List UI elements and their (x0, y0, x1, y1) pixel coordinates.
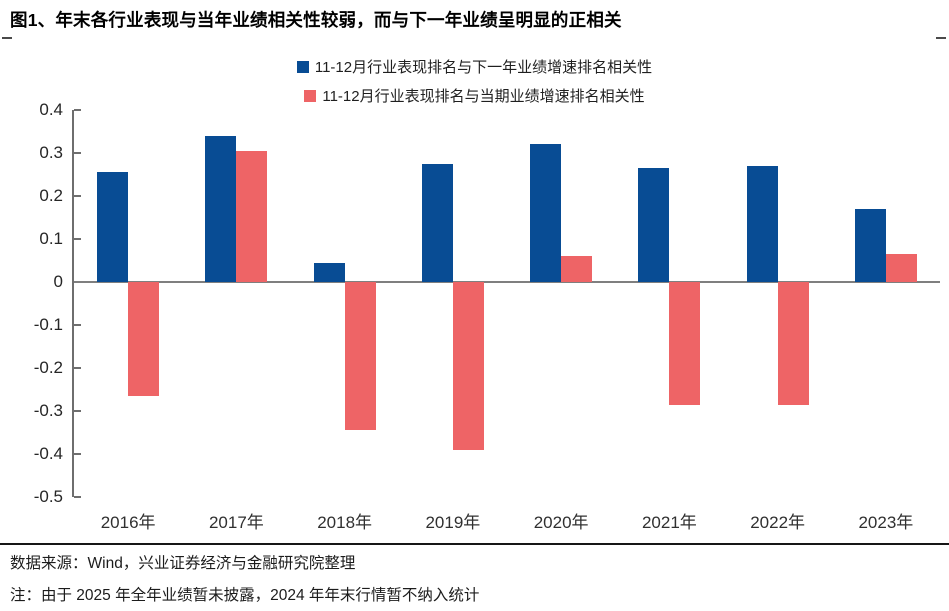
y-axis-tick (74, 367, 81, 369)
border-dash-left (2, 37, 12, 39)
y-axis-line (72, 110, 74, 497)
x-axis-label: 2022年 (750, 513, 806, 532)
x-axis-label: 2021年 (641, 513, 697, 532)
bar-next-year-2022 (746, 165, 778, 282)
bar-next-year-2018 (313, 262, 345, 282)
bar-current-year-2019 (452, 282, 484, 450)
legend-label-next-year: 11-12月行业表现排名与下一年业绩增速排名相关性 (314, 59, 653, 76)
y-axis-tick (74, 410, 81, 412)
bar-current-year-2018 (344, 282, 376, 431)
y-axis-tick (74, 152, 81, 154)
bar-next-year-2021 (638, 168, 670, 282)
y-axis-tick-label: -0.2 (33, 358, 63, 377)
legend-label-current-year: 11-12月行业表现排名与当期业绩增速排名相关性 (322, 88, 645, 105)
y-axis-tick-label: 0.4 (39, 100, 63, 119)
x-axis-label: 2023年 (858, 513, 914, 532)
border-dash-right (936, 37, 946, 39)
y-axis-tick-label: 0.1 (39, 229, 63, 248)
y-axis-tick (74, 109, 81, 111)
x-axis-label: 2020年 (533, 513, 589, 532)
x-axis-label: 2019年 (425, 513, 481, 532)
y-axis-tick (74, 496, 81, 498)
bar-current-year-2016 (128, 282, 160, 396)
y-axis-tick-label: -0.4 (33, 444, 63, 463)
footnote: 注：由于 2025 年全年业绩暂未披露，2024 年年末行情暂不纳入统计 (10, 587, 480, 604)
y-axis-tick (74, 195, 81, 197)
y-axis-tick-label: -0.3 (33, 401, 63, 420)
y-axis-tick (74, 324, 81, 326)
x-axis-label: 2018年 (317, 513, 373, 532)
bar-next-year-2020 (530, 144, 562, 282)
bar-next-year-2019 (421, 163, 453, 282)
bar-next-year-2016 (97, 172, 129, 282)
bar-current-year-2023 (885, 254, 917, 282)
figure-title: 图1、年末各行业表现与当年业绩相关性较弱，而与下一年业绩呈明显的正相关 (10, 10, 622, 30)
bar-current-year-2022 (777, 282, 809, 405)
footer-divider (0, 543, 949, 545)
y-axis-tick-label: 0 (53, 272, 63, 291)
chart-legend: 11-12月行业表现排名与下一年业绩增速排名相关性 11-12月行业表现排名与当期… (0, 56, 949, 106)
bar-current-year-2020 (561, 256, 593, 282)
y-axis-tick-label: 0.3 (39, 143, 63, 162)
y-axis-tick-label: 0.2 (39, 186, 63, 205)
y-axis-tick (74, 453, 81, 455)
bar-next-year-2023 (854, 208, 886, 282)
legend-swatch-next-year (296, 60, 309, 73)
bar-current-year-2017 (236, 150, 268, 282)
legend-swatch-current-year (304, 89, 317, 102)
data-source-note: 数据来源：Wind，兴业证券经济与金融研究院整理 (10, 555, 356, 572)
bar-next-year-2017 (205, 135, 237, 282)
y-axis-tick-label: -0.1 (33, 315, 63, 334)
bar-current-year-2021 (669, 282, 701, 405)
y-axis-tick (74, 238, 81, 240)
x-axis-label: 2016年 (100, 513, 156, 532)
x-axis-label: 2017年 (208, 513, 264, 532)
y-axis-tick-label: -0.5 (33, 487, 63, 506)
legend-item-current-year: 11-12月行业表现排名与当期业绩增速排名相关性 (304, 85, 645, 106)
zero-baseline (74, 281, 940, 283)
legend-item-next-year: 11-12月行业表现排名与下一年业绩增速排名相关性 (296, 56, 653, 77)
